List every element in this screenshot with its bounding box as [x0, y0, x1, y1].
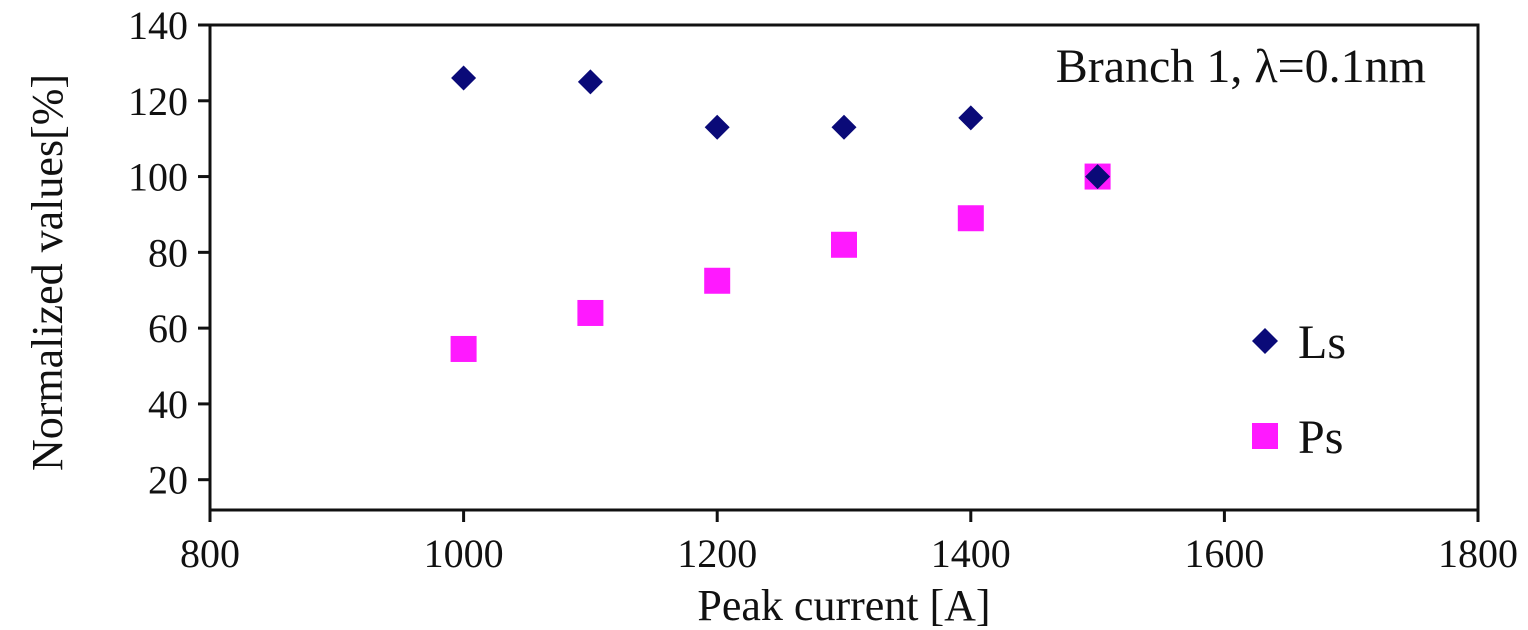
y-tick-label: 100	[128, 155, 188, 200]
ps-data-point	[450, 335, 477, 362]
y-tick-label: 120	[128, 79, 188, 124]
ls-data-point	[958, 105, 984, 131]
y-axis-label: Normalized values[%]	[23, 74, 72, 471]
y-tick-label: 40	[148, 382, 188, 427]
y-axis-ticks: 20 40 60 80 100 120 140	[128, 3, 210, 503]
y-tick-label: 140	[128, 3, 188, 48]
ps-data-point	[957, 205, 984, 232]
ls-data-point	[577, 69, 603, 95]
x-tick-label: 1000	[424, 531, 504, 576]
legend: Ls Ps	[1252, 316, 1346, 464]
ps-data-point	[704, 267, 731, 294]
y-tick-label: 20	[148, 458, 188, 503]
x-axis-label: Peak current [A]	[697, 581, 990, 630]
x-tick-label: 1400	[931, 531, 1011, 576]
data-points	[450, 65, 1111, 362]
x-axis-ticks: 800 1000 1200 1400 1600 1800	[180, 510, 1518, 576]
x-tick-label: 1800	[1438, 531, 1518, 576]
x-tick-label: 1600	[1184, 531, 1264, 576]
legend-label-ls: Ls	[1298, 316, 1346, 369]
plot-area-frame	[208, 23, 1480, 512]
chart-annotation: Branch 1, λ=0.1nm	[1056, 40, 1426, 93]
ls-data-point	[704, 114, 730, 140]
ls-data-point	[1085, 164, 1111, 190]
y-tick-label: 60	[148, 306, 188, 351]
legend-marker-ls	[1252, 328, 1278, 354]
ls-data-point	[451, 65, 477, 91]
x-tick-label: 1200	[677, 531, 757, 576]
ps-data-point	[831, 231, 857, 258]
x-tick-label: 800	[180, 531, 240, 576]
ls-data-point	[831, 114, 857, 140]
legend-label-ps: Ps	[1298, 411, 1343, 464]
ps-data-point	[577, 299, 604, 326]
legend-marker-ps	[1252, 423, 1278, 449]
y-tick-label: 80	[148, 230, 188, 275]
